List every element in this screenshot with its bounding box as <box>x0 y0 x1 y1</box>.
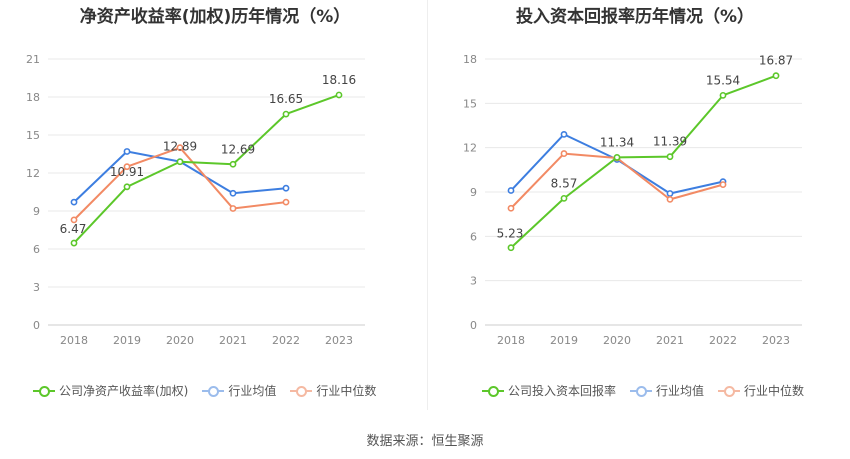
chart-1-y-tick-3: 3 <box>33 281 40 294</box>
chart-1-y-tick-12: 12 <box>26 167 40 180</box>
chart-1-series-2-point-2022 <box>282 198 290 206</box>
chart-1-x-tick-2019: 2019 <box>113 334 141 347</box>
legend-marker-industry-avg-1 <box>202 385 225 397</box>
chart-1-y-tick-18: 18 <box>26 91 40 104</box>
chart-1-series-0-point-2020 <box>176 158 184 166</box>
legend-marker-industry-median-2 <box>718 385 741 397</box>
chart-1-series-0-point-2023 <box>335 91 343 99</box>
chart-2-y-tick-9: 9 <box>470 186 477 199</box>
chart-2-data-label-2023: 16.87 <box>759 54 793 68</box>
legend-marker-industry-median-1 <box>290 385 313 397</box>
legend-item-company-roic[interactable]: 公司投入资本回报率 <box>482 382 616 399</box>
chart-2-series-0-point-2018 <box>507 244 515 252</box>
legend-label-company-roe: 公司净资产收益率(加权) <box>59 384 189 398</box>
chart-2-data-label-2021: 11.39 <box>653 135 687 149</box>
chart-2-x-tick-2022: 2022 <box>709 334 737 347</box>
chart-2-x-tick-2019: 2019 <box>550 334 578 347</box>
chart-1-x-tick-2018: 2018 <box>60 334 88 347</box>
chart-1-x-tick-2023: 2023 <box>325 334 353 347</box>
chart-1-series-0-line <box>73 94 340 244</box>
chart-2-data-label-2022: 15.54 <box>706 73 740 87</box>
panel-divider <box>427 0 428 410</box>
chart-1-x-tick-2020: 2020 <box>166 334 194 347</box>
legend-item-company-roe[interactable]: 公司净资产收益率(加权) <box>33 382 188 399</box>
chart-1-series-2-point-2018 <box>70 216 78 224</box>
chart-2-series-2-point-2018 <box>507 204 515 212</box>
chart-1-y-tick-21: 21 <box>26 53 40 66</box>
chart-1-series-1-point-2021 <box>229 189 237 197</box>
chart-1-series-2-point-2021 <box>229 205 237 212</box>
data-source-note: 数据来源：恒生聚源 <box>366 434 484 449</box>
chart-1-series-1-point-2019 <box>123 148 131 155</box>
chart-1-data-label-2022: 16.65 <box>269 92 303 106</box>
legend-label-industry-median-1: 行业中位数 <box>316 384 377 398</box>
chart-1-series-0-point-2021 <box>229 160 237 168</box>
chart-1-series-1-point-2018 <box>70 198 78 206</box>
legend-label-industry-avg-1: 行业均值 <box>228 384 277 398</box>
chart-2-x-tick-2021: 2021 <box>656 334 684 347</box>
chart-2-series-1-point-2021 <box>666 190 674 197</box>
chart-2-series-0-point-2023 <box>772 72 780 80</box>
chart-1-y-tick-9: 9 <box>33 205 40 218</box>
legend-label-industry-median-2: 行业中位数 <box>744 384 805 398</box>
chart-2-y-tick-15: 15 <box>463 97 477 110</box>
chart-2-series-2-point-2022 <box>719 181 727 189</box>
chart-1-title: 净资产收益率(加权)历年情况（%） <box>79 7 351 27</box>
chart-1-y-tick-6: 6 <box>33 243 40 256</box>
chart-1-series-2-point-2020 <box>176 144 184 152</box>
chart-1-x-tick-2022: 2022 <box>272 334 300 347</box>
chart-2-y-tick-0: 0 <box>470 319 477 332</box>
chart-2-y-tick-12: 12 <box>463 142 477 155</box>
chart-1-y-tick-15: 15 <box>26 129 40 142</box>
chart-2-series-0-point-2019 <box>560 194 568 202</box>
chart-2-x-tick-2020: 2020 <box>603 334 631 347</box>
legend-item-industry-avg-2[interactable]: 行业均值 <box>630 382 704 399</box>
chart-2-data-label-2019: 8.57 <box>551 176 578 190</box>
chart-2-series-0-line <box>510 74 777 249</box>
chart-1-data-label-2019: 10.91 <box>110 165 144 179</box>
chart-1-legend: 公司净资产收益率(加权) 行业均值 行业中位数 <box>33 382 390 399</box>
legend-marker-industry-avg-2 <box>630 385 653 397</box>
chart-1-data-label-2020: 12.89 <box>163 140 197 154</box>
legend-label-company-roic: 公司投入资本回报率 <box>508 384 617 398</box>
legend-marker-company-roic <box>482 385 504 397</box>
legend-item-industry-median-1[interactable]: 行业中位数 <box>290 382 376 399</box>
chart-2-legend: 公司投入资本回报率 行业均值 行业中位数 <box>482 382 818 399</box>
chart-2-y-tick-18: 18 <box>463 53 477 66</box>
chart-2-series-0-point-2020 <box>613 154 621 161</box>
chart-2-series-1-point-2018 <box>507 187 515 194</box>
chart-1-data-label-2018: 6.47 <box>60 222 87 236</box>
chart-2-y-tick-3: 3 <box>470 275 477 288</box>
legend-item-industry-median-2[interactable]: 行业中位数 <box>718 382 804 399</box>
chart-1-x-tick-2021: 2021 <box>219 334 247 347</box>
chart-1-series-1-point-2022 <box>282 184 290 192</box>
chart-1-series-0-point-2022 <box>282 110 290 118</box>
chart-1-y-tick-0: 0 <box>33 319 40 332</box>
legend-marker-company-roe <box>33 385 55 397</box>
chart-2-series-1-point-2019 <box>560 130 568 138</box>
chart-1-series-0-point-2018 <box>70 239 78 247</box>
chart-2-data-label-2020: 11.34 <box>600 135 634 149</box>
chart-2-y-tick-6: 6 <box>470 230 477 243</box>
chart-2-series-2-point-2019 <box>560 150 568 157</box>
chart-1-data-label-2023: 18.16 <box>322 73 356 87</box>
chart-2-series-2-point-2021 <box>666 195 674 203</box>
chart-1-series-0-point-2019 <box>123 183 131 191</box>
chart-2-title: 投入资本回报率历年情况（%） <box>515 7 755 27</box>
chart-2-data-label-2018: 5.23 <box>497 227 524 241</box>
chart-2-series-0-point-2022 <box>719 91 727 99</box>
chart-1-data-label-2021: 12.69 <box>221 142 255 156</box>
chart-2-x-tick-2023: 2023 <box>762 334 790 347</box>
legend-item-industry-avg-1[interactable]: 行业均值 <box>202 382 276 399</box>
legend-label-industry-avg-2: 行业均值 <box>656 384 705 398</box>
chart-1-series-2-point-2019 <box>123 163 131 171</box>
chart-2-series-0-point-2021 <box>666 153 674 161</box>
chart-2-x-tick-2018: 2018 <box>497 334 525 347</box>
